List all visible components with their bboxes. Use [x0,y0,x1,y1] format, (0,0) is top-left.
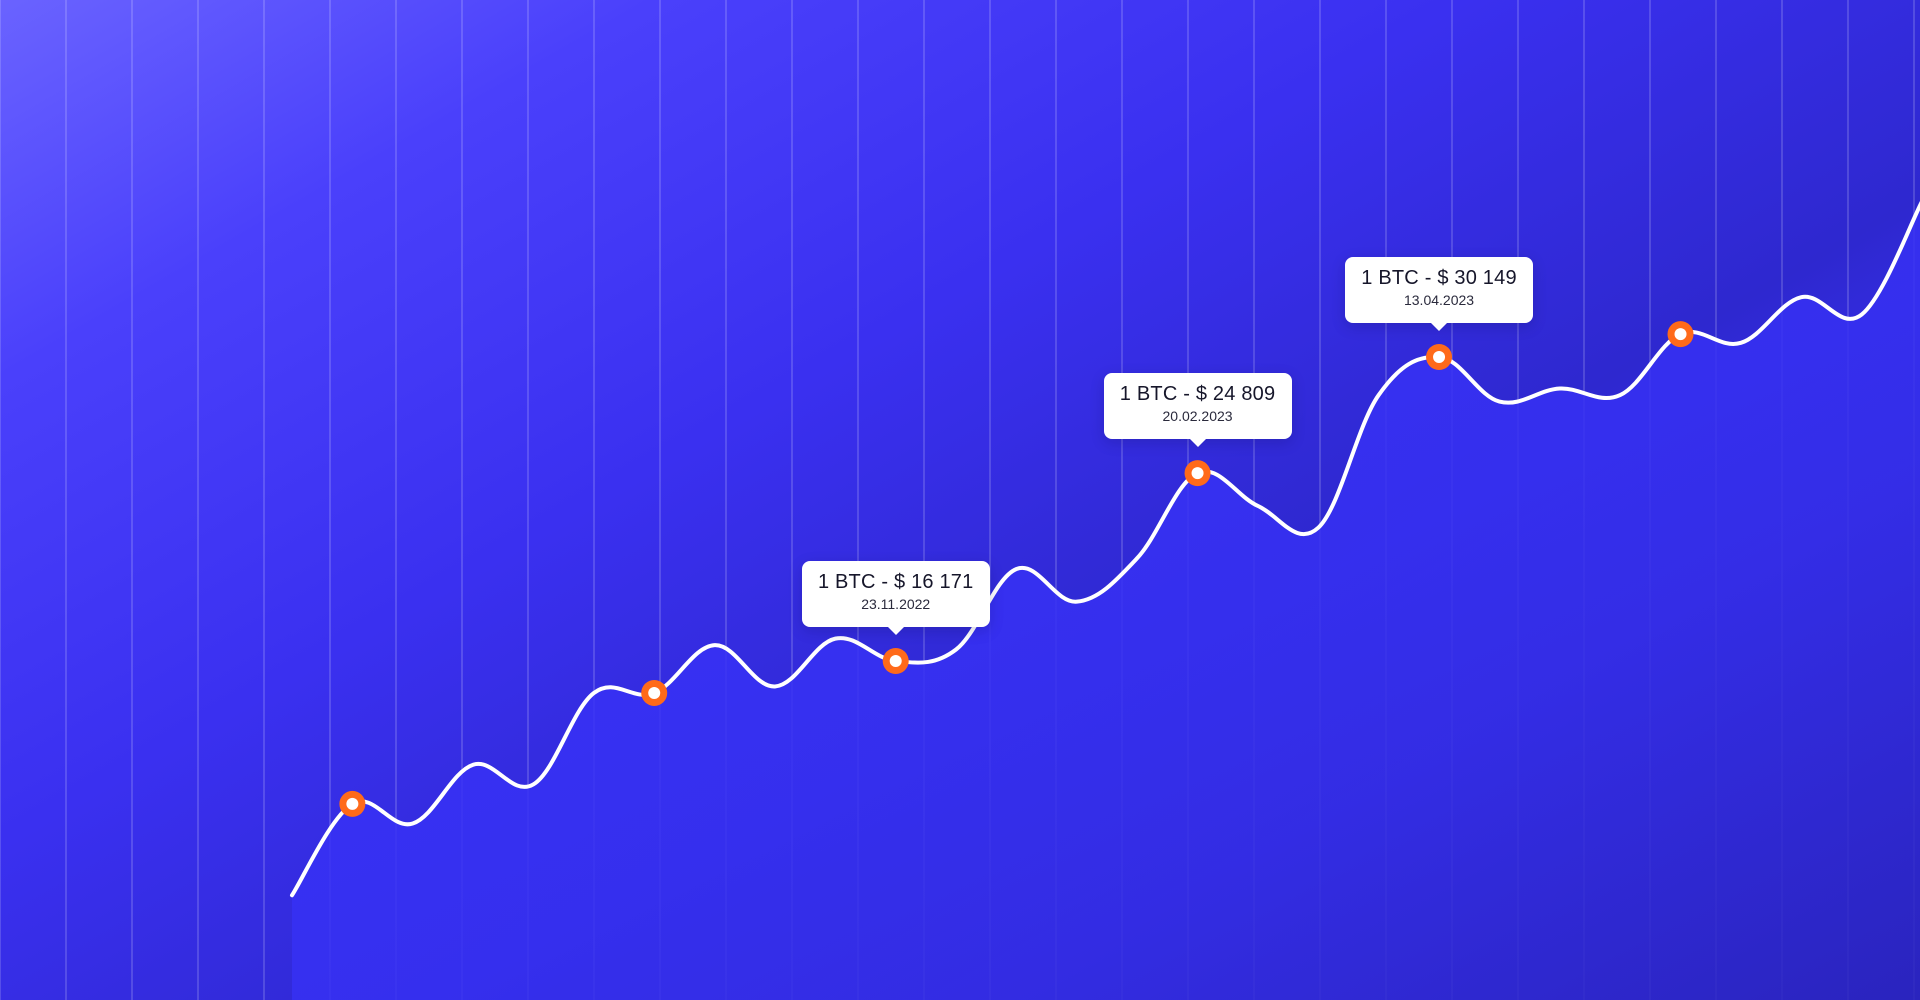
price-tooltip-2: 1 BTC - $ 24 809 20.02.2023 [1103,373,1292,448]
tooltip-price: 1 BTC - $ 16 171 [817,571,974,593]
marker-dot [1674,328,1687,341]
marker-dot [648,686,661,699]
tooltip-price: 1 BTC - $ 24 809 [1119,383,1276,406]
markers [339,321,1694,817]
tooltip-date: 20.02.2023 [1162,408,1233,425]
price-tooltip-1: 1 BTC - $ 16 171 23.11.2022 [801,561,990,635]
price-line [290,201,1920,898]
tooltip-date: 23.11.2022 [861,596,931,612]
marker-dot [1191,467,1204,480]
data-point-marker [882,648,909,674]
area-under-line [292,205,1920,1000]
data-point-marker [641,679,668,706]
data-point-marker [339,790,366,817]
price-tooltip-3: 1 BTC - $ 30 149 13.04.2023 [1345,257,1534,331]
marker-dot [346,797,359,810]
marker-dot [1433,351,1446,363]
tooltip-date: 13.04.2023 [1403,292,1475,308]
data-point-marker [1667,321,1694,348]
tooltip-price: 1 BTC - $ 30 149 [1361,267,1517,289]
data-point-marker [1426,344,1453,370]
marker-dot [889,655,902,667]
data-point-marker [1184,460,1211,487]
